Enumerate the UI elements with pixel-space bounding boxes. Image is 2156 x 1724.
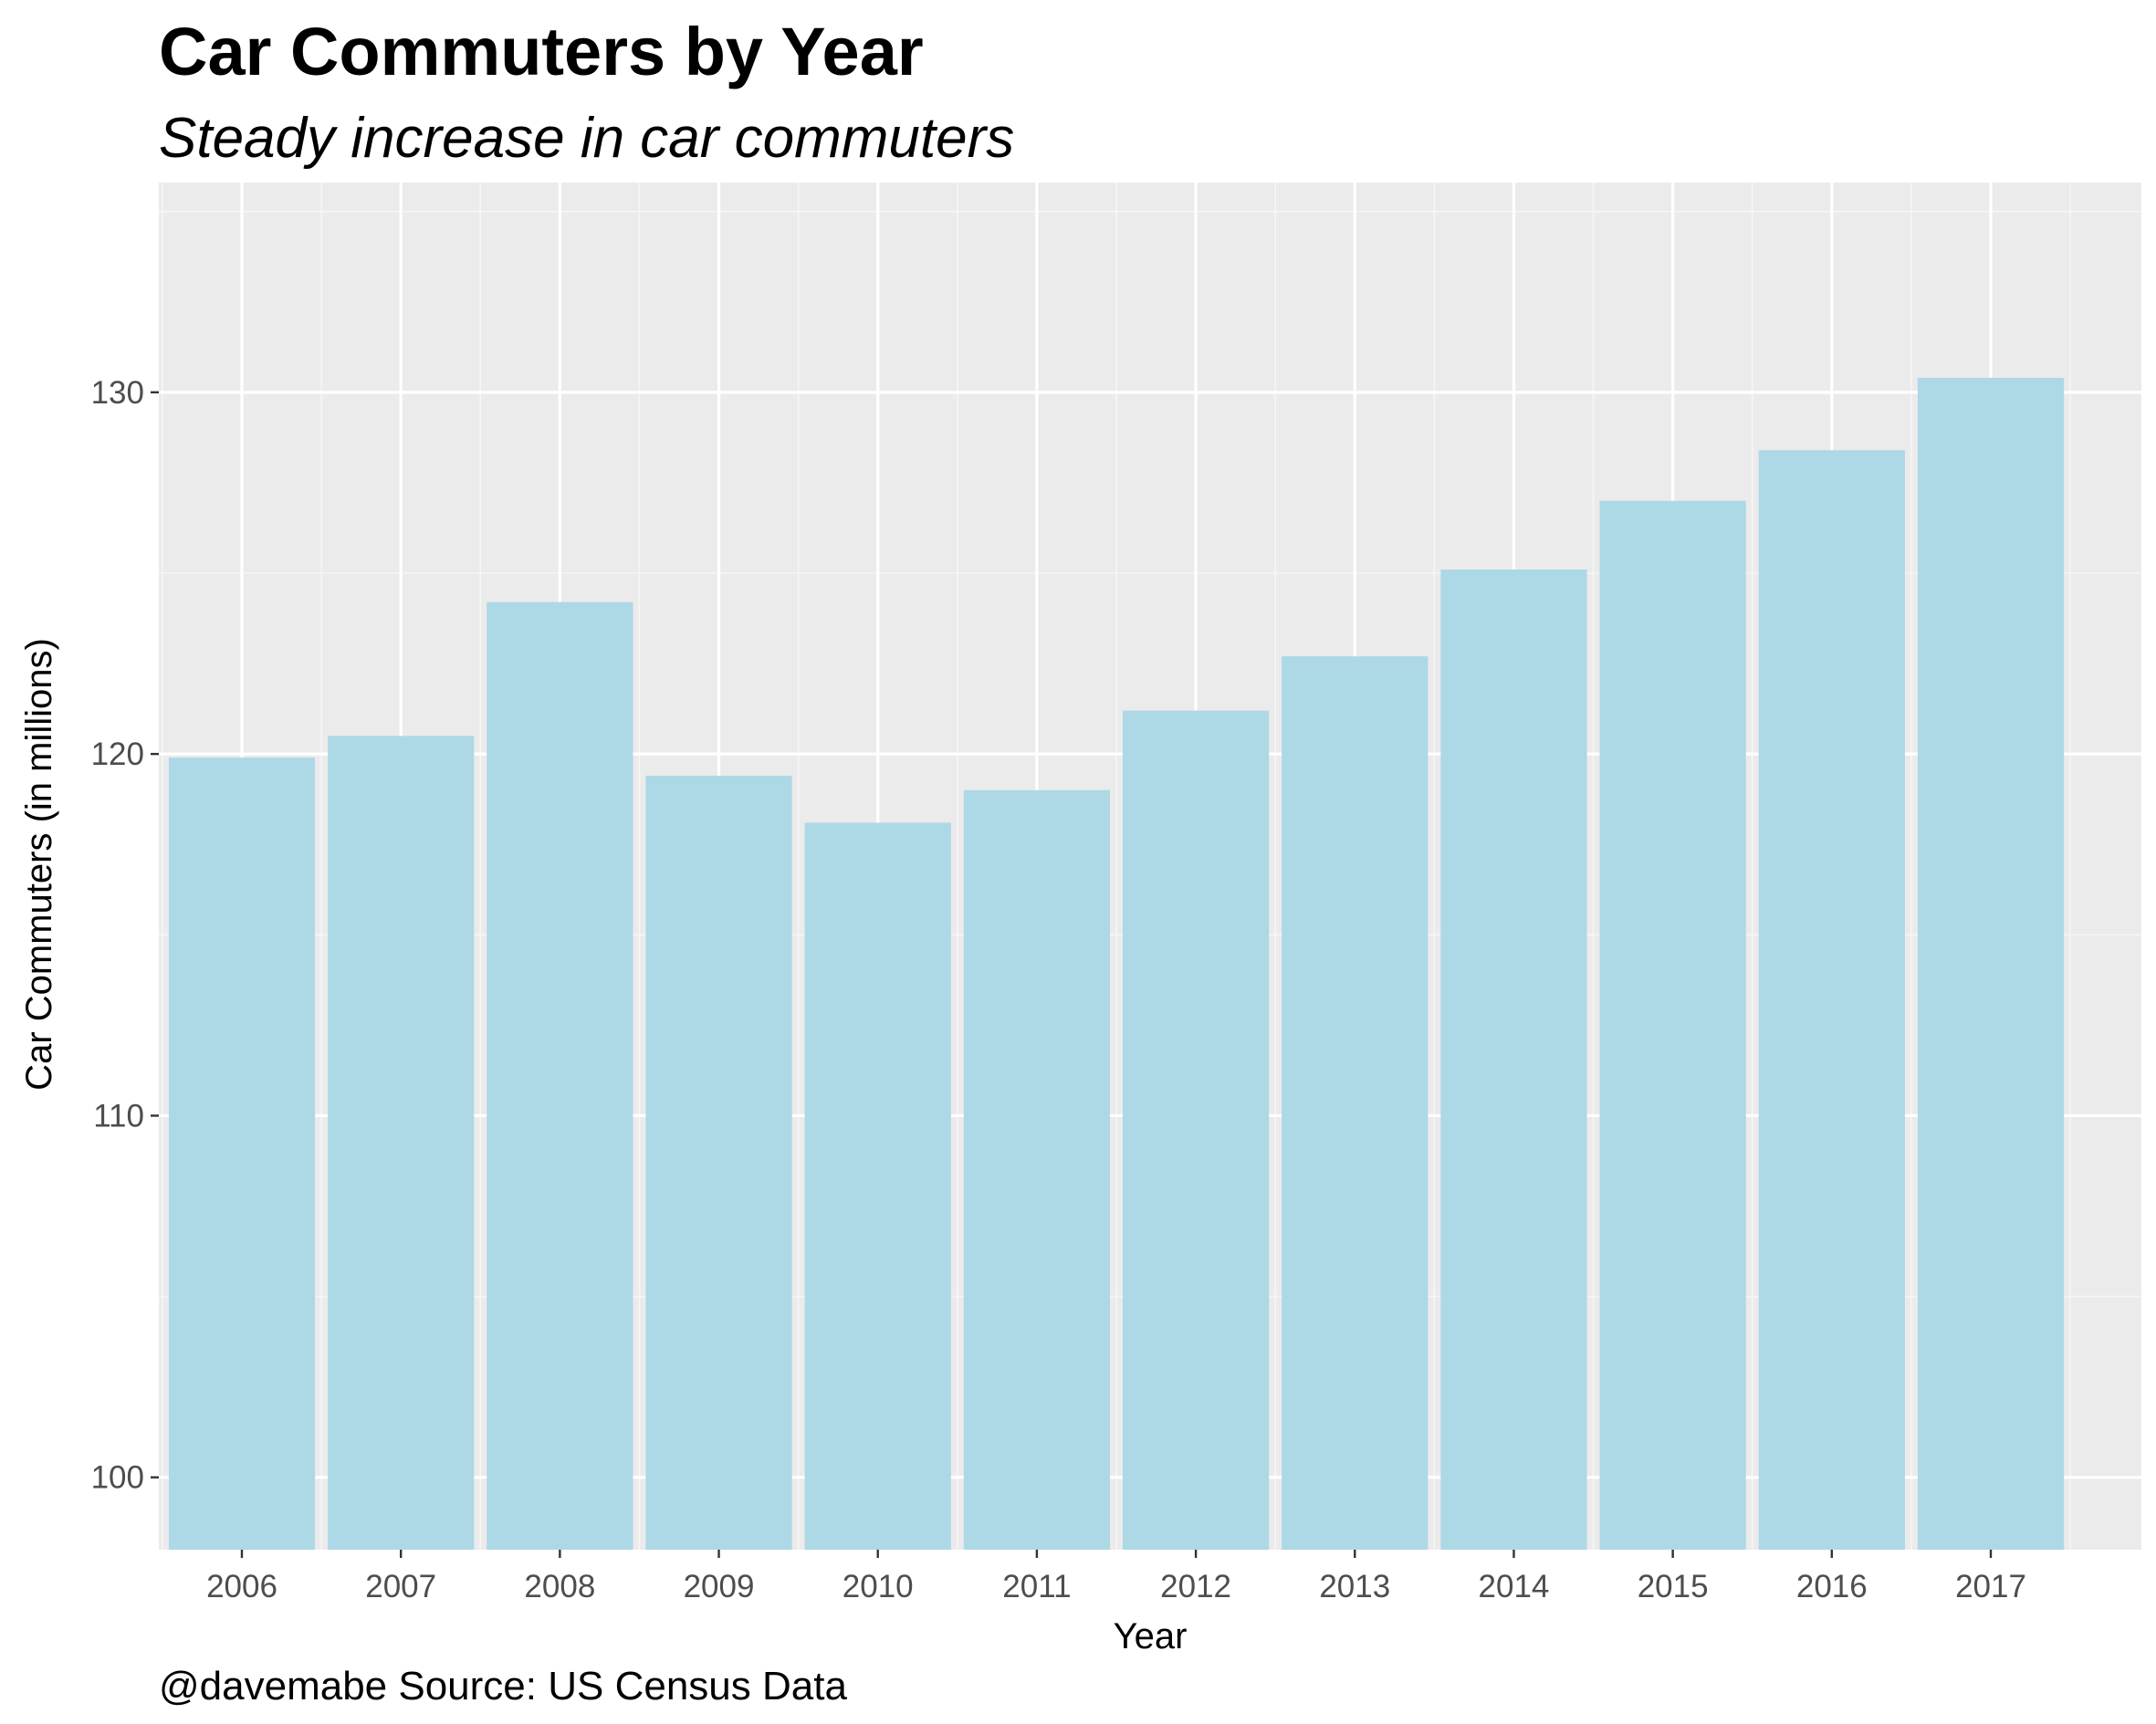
x-tick-label: 2006 [206, 1569, 277, 1604]
bar-2010 [804, 822, 951, 1550]
y-tick-label: 130 [91, 375, 144, 411]
x-tick-label: 2008 [524, 1569, 595, 1604]
x-tick-label: 2012 [1160, 1569, 1231, 1604]
x-tick-label: 2009 [684, 1569, 755, 1604]
x-tick-label: 2007 [365, 1569, 436, 1604]
bar-2006 [168, 758, 316, 1550]
x-tick-label: 2016 [1796, 1569, 1868, 1604]
bar-2015 [1599, 500, 1746, 1550]
bar-2009 [645, 775, 792, 1550]
x-axis: 2006 2007 2008 2009 2010 2011 2012 2013 2014 2015… [206, 1550, 2026, 1604]
y-tick-label: 120 [91, 737, 144, 772]
chart-subtitle: Steady increase in car commuters [159, 107, 1014, 170]
chart-title: Car Commuters by Year [159, 14, 924, 89]
chart-caption: @davemabe Source: US Census Data [159, 1664, 847, 1708]
bar-2012 [1122, 710, 1270, 1550]
y-axis: 100 110 120 130 [91, 375, 159, 1496]
bar-2016 [1758, 450, 1905, 1550]
x-axis-title: Year [1114, 1616, 1188, 1656]
bar-2013 [1282, 656, 1429, 1550]
x-tick-label: 2013 [1319, 1569, 1390, 1604]
x-tick-label: 2017 [1955, 1569, 2026, 1604]
bar-2011 [963, 789, 1111, 1550]
x-tick-label: 2011 [1002, 1569, 1071, 1604]
y-tick-label: 110 [93, 1098, 144, 1134]
bar-2008 [487, 601, 633, 1551]
x-tick-label: 2014 [1479, 1569, 1550, 1604]
bar-2014 [1440, 569, 1587, 1550]
y-axis-title: Car Commuters (in millions) [19, 638, 59, 1091]
x-tick-label: 2010 [843, 1569, 914, 1604]
bar-2017 [1917, 378, 2065, 1550]
bars [168, 378, 2065, 1551]
bar-2007 [328, 736, 475, 1550]
x-tick-label: 2015 [1638, 1569, 1709, 1604]
y-tick-label: 100 [91, 1460, 144, 1496]
